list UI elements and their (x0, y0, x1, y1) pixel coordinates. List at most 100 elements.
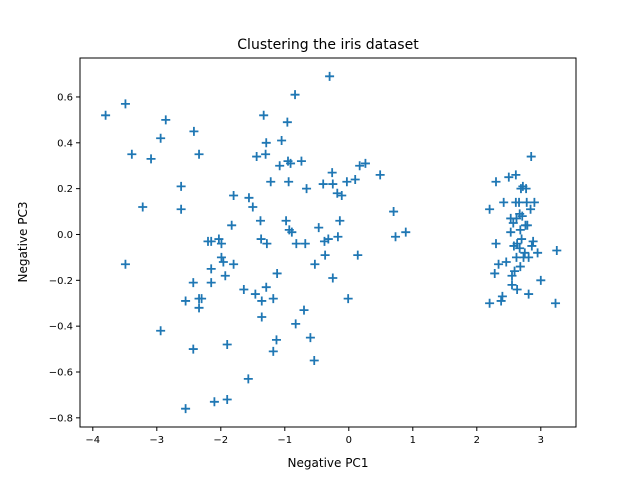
data-point (156, 133, 166, 143)
data-point (222, 394, 232, 404)
data-point (302, 184, 312, 194)
data-point (220, 271, 230, 281)
data-point (350, 174, 360, 184)
data-point (138, 202, 148, 212)
data-point (320, 250, 330, 260)
data-point (497, 291, 507, 301)
x-axis-label: Negative PC1 (288, 456, 369, 470)
data-point (499, 197, 509, 207)
data-point (188, 278, 198, 288)
data-point (524, 252, 534, 262)
data-point (343, 294, 353, 304)
data-point (522, 220, 532, 230)
x-tick-label: 0 (346, 435, 352, 446)
data-point (526, 204, 536, 214)
data-point (391, 232, 401, 242)
data-point (309, 356, 319, 366)
data-point (504, 172, 514, 182)
x-tick-label: 3 (538, 435, 544, 446)
y-tick-label: 0.4 (57, 138, 73, 149)
data-point (252, 152, 262, 162)
plot-points (101, 71, 562, 414)
data-point (510, 266, 520, 276)
data-point (333, 232, 343, 242)
data-point (299, 305, 309, 315)
data-point (522, 197, 532, 207)
data-point (257, 296, 267, 306)
x-tick-label: −1 (277, 435, 292, 446)
data-point (277, 136, 287, 146)
data-point (506, 227, 516, 237)
data-point (188, 344, 198, 354)
data-point (310, 259, 320, 269)
x-tick-label: −4 (85, 435, 100, 446)
data-point (526, 152, 536, 162)
y-tick-label: 0.0 (57, 230, 73, 241)
data-point (268, 346, 278, 356)
data-point (271, 335, 281, 345)
data-point (206, 236, 216, 246)
data-point (206, 278, 216, 288)
y-tick-label: −0.2 (49, 276, 73, 287)
data-point (323, 234, 333, 244)
data-point (375, 170, 385, 180)
data-point (287, 227, 297, 237)
data-point (255, 216, 265, 226)
data-point (515, 262, 525, 272)
data-point (511, 170, 521, 180)
data-point (209, 397, 219, 407)
data-point (275, 161, 285, 171)
data-point (291, 239, 301, 249)
data-point (325, 71, 335, 81)
data-point (508, 218, 518, 228)
data-point (521, 184, 531, 194)
data-point (328, 179, 338, 189)
data-point (286, 158, 296, 168)
data-point (261, 282, 271, 292)
data-point (496, 296, 506, 306)
x-tick-label: 1 (410, 435, 416, 446)
chart-title: Clustering the iris dataset (237, 37, 419, 53)
x-axis: −4 −3 −2 −1 0 1 2 3 (85, 427, 544, 446)
data-point (512, 284, 522, 294)
data-point (494, 259, 504, 269)
data-point (272, 268, 282, 278)
data-point (259, 110, 269, 120)
data-point (552, 246, 562, 256)
y-axis: −0.8 −0.6 −0.4 −0.2 0.0 0.2 0.4 0.6 (49, 92, 80, 424)
data-point (353, 250, 363, 260)
data-point (528, 236, 538, 246)
data-point (337, 191, 347, 201)
data-point (176, 181, 186, 191)
data-point (120, 259, 130, 269)
data-point (485, 204, 495, 214)
data-point (342, 177, 352, 187)
data-point (229, 191, 239, 201)
data-point (507, 271, 517, 281)
data-point (218, 257, 228, 267)
data-point (261, 149, 271, 159)
data-point (389, 207, 399, 217)
plot-frame (79, 57, 577, 428)
data-point (507, 280, 517, 290)
data-point (194, 303, 204, 313)
data-point (181, 404, 191, 414)
data-point (257, 312, 267, 322)
data-point (401, 227, 411, 237)
y-tick-label: −0.8 (49, 413, 73, 424)
data-point (485, 298, 495, 308)
y-tick-label: 0.6 (57, 92, 73, 103)
data-point (189, 126, 199, 136)
y-tick-label: −0.6 (49, 367, 73, 378)
data-point (248, 202, 258, 212)
data-point (127, 149, 137, 159)
data-point (314, 223, 324, 233)
data-point (517, 211, 527, 221)
data-point (194, 149, 204, 159)
data-point (101, 110, 111, 120)
data-point (239, 284, 249, 294)
data-point (517, 234, 527, 244)
data-point (262, 239, 272, 249)
data-point (300, 239, 310, 249)
data-point (176, 204, 186, 214)
